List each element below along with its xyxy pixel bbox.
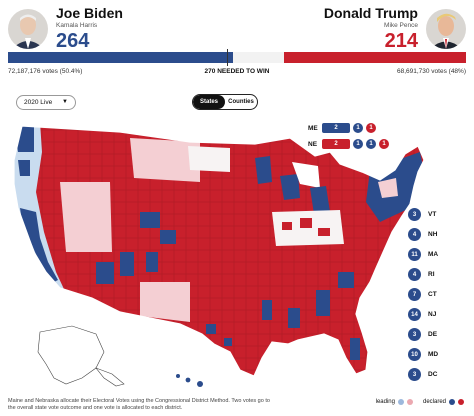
- legend-leading-rep-swatch: [406, 399, 413, 405]
- biden-popular-votes: 72,187,176 votes (50.4%): [8, 68, 83, 75]
- legend-declared-dem-swatch: [449, 399, 455, 405]
- view-toggle: States Counties: [192, 94, 258, 110]
- trump-popular-votes: 68,691,730 votes (48%): [396, 68, 466, 75]
- maine-district-1[interactable]: 1: [353, 123, 363, 133]
- small-state-ct[interactable]: 7 CT: [408, 288, 438, 301]
- trump-header: Donald Trump Mike Pence 214: [324, 6, 466, 52]
- de-votes: 3: [408, 328, 421, 341]
- dem-bar-fill: [8, 52, 233, 63]
- electoral-vote-bar: [8, 52, 466, 63]
- biden-header: Joe Biden Kamala Harris 264: [8, 6, 123, 52]
- maine-allocation: ME 2 1 1: [308, 123, 379, 133]
- biden-running-mate: Kamala Harris: [56, 22, 98, 29]
- ri-label: RI: [428, 271, 435, 278]
- ma-votes: 11: [408, 248, 421, 261]
- ct-votes: 7: [408, 288, 421, 301]
- biden-name: Joe Biden: [56, 5, 123, 21]
- year-select-value: 2020 Live: [24, 99, 53, 106]
- rep-bar-fill: [283, 52, 466, 63]
- vt-votes: 3: [408, 208, 421, 221]
- counties-toggle[interactable]: Counties: [228, 99, 254, 105]
- chevron-down-icon: ▼: [62, 99, 68, 105]
- trump-name: Donald Trump: [323, 5, 418, 21]
- small-state-nh[interactable]: 4 NH: [408, 228, 438, 241]
- map-legend: leading declared: [376, 399, 464, 405]
- legend-declared-rep-swatch: [458, 399, 464, 405]
- nebraska-district-2[interactable]: 1: [366, 139, 376, 149]
- nebraska-label: NE: [308, 140, 318, 148]
- legend-leading-label: leading: [375, 399, 395, 405]
- vt-label: VT: [428, 211, 437, 218]
- dc-label: DC: [428, 371, 438, 378]
- nebraska-district-1[interactable]: 1: [353, 139, 363, 149]
- ma-label: MA: [428, 251, 439, 258]
- maine-label: ME: [308, 124, 318, 132]
- nj-label: NJ: [428, 311, 437, 318]
- biden-electoral-votes: 264: [56, 30, 90, 52]
- biden-avatar: [8, 9, 48, 49]
- nebraska-district-3[interactable]: 1: [379, 139, 389, 149]
- maine-district-2[interactable]: 1: [366, 123, 376, 133]
- trump-electoral-votes: 214: [384, 30, 418, 52]
- maine-statewide[interactable]: 2: [322, 123, 350, 133]
- year-select[interactable]: 2020 Live ▼: [16, 95, 76, 110]
- de-label: DE: [428, 331, 438, 338]
- md-label: MD: [428, 351, 439, 358]
- win-threshold-marker: [227, 49, 228, 66]
- small-state-nj[interactable]: 14 NJ: [408, 308, 438, 321]
- small-state-de[interactable]: 3 DE: [408, 328, 438, 341]
- trump-avatar: [426, 9, 466, 49]
- small-state-md[interactable]: 10 MD: [408, 348, 438, 361]
- legend-declared-label: declared: [422, 399, 446, 405]
- small-state-vt[interactable]: 3 VT: [408, 208, 438, 221]
- small-states-list: 3 VT 4 NH 11 MA 4 RI 7 CT 14 NJ 3 DE 10 MD 3 DC: [408, 208, 438, 388]
- small-state-ri[interactable]: 4 RI: [408, 268, 438, 281]
- ct-label: CT: [428, 291, 437, 298]
- nh-votes: 4: [408, 228, 421, 241]
- md-votes: 10: [408, 348, 421, 361]
- us-county-map[interactable]: [0, 112, 474, 400]
- small-state-ma[interactable]: 11 MA: [408, 248, 438, 261]
- district-method-footnote: Maine and Nebraska allocate their Electo…: [8, 398, 270, 411]
- dc-votes: 3: [408, 368, 421, 381]
- small-state-dc[interactable]: 3 DC: [408, 368, 438, 381]
- nj-votes: 14: [408, 308, 421, 321]
- trump-running-mate: Mike Pence: [384, 22, 418, 29]
- ri-votes: 4: [408, 268, 421, 281]
- legend-leading-dem-swatch: [397, 399, 404, 405]
- nebraska-statewide[interactable]: 2: [322, 139, 350, 149]
- states-toggle[interactable]: States: [193, 95, 225, 109]
- needed-to-win-label: 270 NEEDED TO WIN: [204, 68, 270, 75]
- nh-label: NH: [428, 231, 438, 238]
- nebraska-allocation: NE 2 1 1 1: [308, 139, 392, 149]
